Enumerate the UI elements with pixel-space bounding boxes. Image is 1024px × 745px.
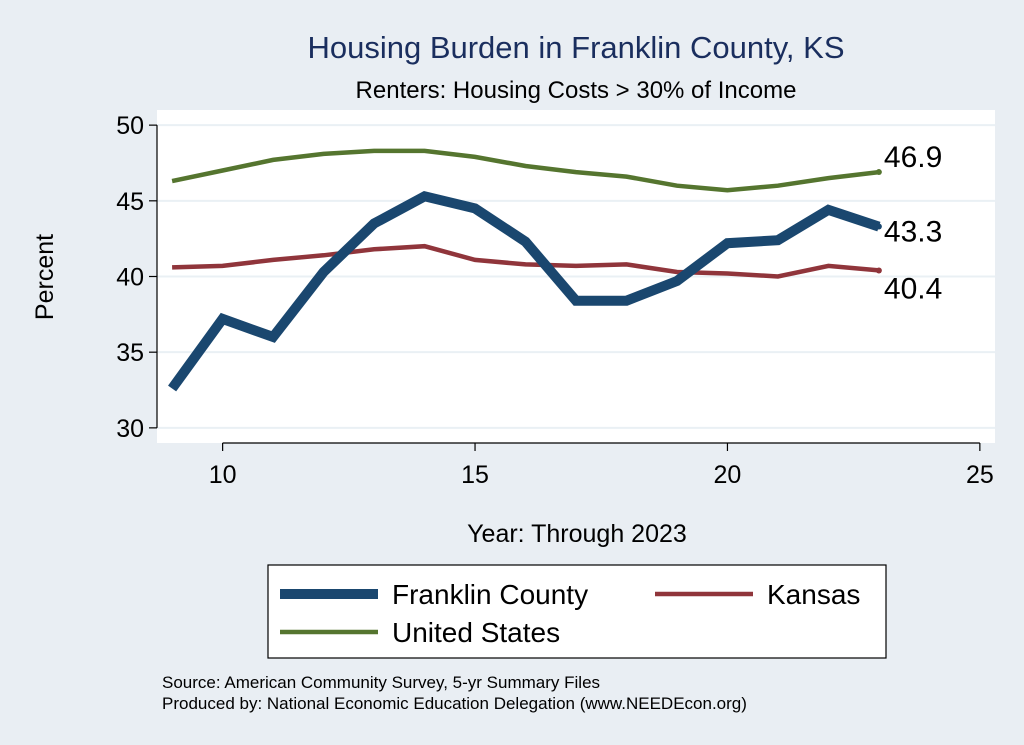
legend: Franklin County Kansas United States	[280, 579, 860, 648]
gridlines	[157, 124, 995, 429]
y-tick-label-35: 35	[116, 339, 144, 367]
axes: 30 35 40 45 50 10 15 20 25	[116, 112, 994, 489]
series-endpoint-united-states	[875, 169, 882, 176]
chart-subtitle: Renters: Housing Costs > 30% of Income	[356, 77, 797, 104]
legend-label-franklin-county: Franklin County	[392, 579, 588, 610]
y-tick-label-40: 40	[116, 264, 144, 292]
y-tick-label-45: 45	[116, 188, 144, 216]
series-line-franklin-county	[168, 190, 881, 392]
producer-note: Produced by: National Economic Education…	[162, 694, 747, 713]
y-tick-label-50: 50	[116, 112, 144, 140]
y-axis-label: Percent	[31, 234, 59, 320]
legend-box	[267, 564, 887, 659]
series-line-united-states	[171, 148, 880, 193]
end-label-united-states: 46.9	[884, 141, 942, 174]
series-endpoint-franklin-county	[875, 223, 882, 230]
legend-label-united-states: United States	[392, 617, 560, 648]
end-label-kansas: 40.4	[884, 272, 942, 305]
source-note: Source: American Community Survey, 5-yr …	[162, 673, 600, 692]
y-tick-label-30: 30	[116, 415, 144, 443]
x-axis-label: Year: Through 2023	[467, 520, 687, 548]
end-labels: 43.3 40.4 46.9	[884, 141, 942, 305]
x-tick-label-15: 15	[461, 461, 489, 489]
x-tick-label-20: 20	[714, 461, 742, 489]
x-tick-label-25: 25	[966, 461, 994, 489]
series-endpoint-kansas	[875, 267, 882, 274]
chart-title: Housing Burden in Franklin County, KS	[307, 30, 844, 65]
legend-label-kansas: Kansas	[767, 579, 860, 610]
series-group	[168, 148, 882, 392]
x-tick-label-10: 10	[209, 461, 237, 489]
end-label-franklin-county: 43.3	[884, 216, 942, 249]
series-line-kansas	[172, 243, 880, 279]
